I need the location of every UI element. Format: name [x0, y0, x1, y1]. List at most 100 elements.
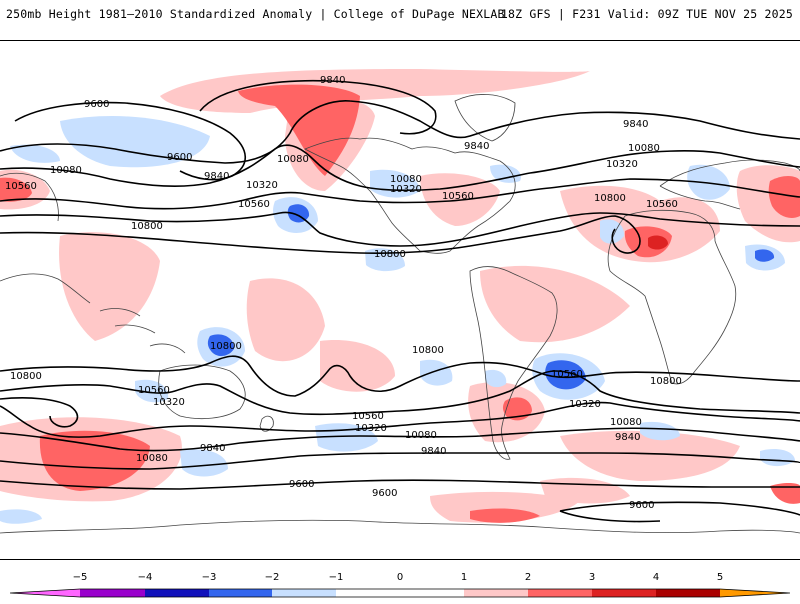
contour-label: 10800 [374, 249, 406, 260]
contour-label: 10560 [5, 181, 37, 192]
anomaly-neg-indian-south [180, 449, 228, 477]
contour-label: 10800 [131, 221, 163, 232]
anomaly-pos-southern-ocean [430, 491, 580, 523]
anomaly-pos-indonesia [59, 232, 160, 341]
colorbar-tick-label: −3 [202, 572, 217, 583]
colorbar-segment [656, 589, 720, 597]
colorbar-tick-label: 5 [717, 572, 723, 583]
coast-asia [0, 172, 91, 304]
colorbar-tick-label: 4 [653, 572, 659, 583]
colorbar-tick-label: −1 [329, 572, 344, 583]
contour-label: 10560 [442, 191, 474, 202]
colorbar-segment [464, 589, 528, 597]
anomaly-pos-arctic [160, 69, 590, 113]
model-run-info: 18Z GFS | F231 Valid: 09Z TUE NOV 25 202… [500, 7, 793, 21]
anomaly-neg-south-atlantic-core [545, 360, 586, 390]
anomaly-pos-atlantic [560, 185, 720, 263]
contour-label: 10560 [551, 369, 583, 380]
contour-label: 10080 [277, 154, 309, 165]
contour-10560-south [0, 370, 800, 416]
height-contour-layer [0, 79, 800, 523]
contour-label: 10800 [210, 341, 242, 352]
contour-9600-antarctic [559, 501, 800, 523]
contour-label: 10320 [606, 159, 638, 170]
anomaly-pos-antarctic-edge [470, 508, 540, 523]
contour-label: 10560 [138, 385, 170, 396]
contour-label: 10080 [628, 143, 660, 154]
contour-label: 10800 [650, 376, 682, 387]
contour-10320-south [0, 397, 800, 438]
contour-label: 10080 [405, 430, 437, 441]
colorbar-segment [272, 589, 336, 597]
anomaly-neg-antarctic [0, 509, 42, 524]
anomaly-neg-far-southeast [760, 449, 795, 467]
contour-label: 9600 [372, 488, 397, 499]
contour-label: 10320 [246, 180, 278, 191]
contour-label: 9600 [167, 152, 192, 163]
contour-9840-arctic-loop [199, 79, 437, 135]
contour-label: 10560 [646, 199, 678, 210]
anomaly-neg-atlantic [600, 219, 625, 244]
coast-greenland [454, 94, 516, 142]
colorbar-tick-label: −4 [138, 572, 153, 583]
colorbar-tick-label: 2 [525, 572, 531, 583]
contour-label: 10560 [238, 199, 270, 210]
colorbar-tick-label: −2 [265, 572, 280, 583]
anomaly-neg-australia-core [207, 334, 235, 357]
anomaly-neg-tasman [135, 379, 169, 403]
colorbar-tick-labels: −5 −4 −3 −2 −1 0 1 2 3 4 5 [73, 572, 724, 583]
colorbar-segment [209, 589, 272, 597]
contour-label: 10320 [390, 184, 422, 195]
contour-10080-north [0, 144, 800, 192]
contour-label-layer: 9840 9600 9600 10080 10080 9840 10320 10… [5, 75, 682, 511]
map-title: 250mb Height 1981–2010 Standardized Anom… [6, 7, 505, 21]
contour-10080-south [0, 427, 800, 452]
colorbar-segment [336, 589, 464, 597]
colorbar-tick-label: 0 [397, 572, 403, 583]
contour-label: 9840 [623, 119, 648, 130]
anomaly-pos-argentina-core [502, 397, 532, 421]
anomaly-pos-europe-core [768, 176, 800, 218]
colorbar-arrow-left [10, 589, 80, 597]
anomaly-neg-bering [60, 116, 210, 168]
coast-north-america [304, 137, 516, 254]
contour-10800-south [0, 355, 800, 397]
contour-label: 10320 [153, 397, 185, 408]
contour-label: 9600 [84, 99, 109, 110]
contour-9840-north [0, 100, 800, 164]
coast-africa [607, 209, 737, 385]
anomaly-pos-south-america [480, 265, 630, 343]
colorbar-segment [145, 589, 209, 597]
contour-10560-north [0, 211, 800, 247]
anomaly-pos-south-atlantic [560, 430, 740, 481]
anomaly-fill-layer [0, 69, 800, 524]
colorbar-segment [592, 589, 656, 597]
colorbar-segment [528, 589, 592, 597]
anomaly-pos-west-pacific-core [0, 177, 32, 202]
coast-antarctica [0, 519, 800, 534]
contour-label: 10320 [569, 399, 601, 410]
contour-label: 9840 [320, 75, 345, 86]
contour-label: 9840 [421, 446, 446, 457]
contour-9600-south [0, 479, 800, 490]
coast-australia [158, 364, 246, 420]
contour-label: 10080 [136, 453, 168, 464]
contour-label: 10800 [10, 371, 42, 382]
anomaly-neg-sib [10, 144, 60, 163]
contour-label: 10560 [352, 411, 384, 422]
anomaly-pos-indian-ocean-core [39, 430, 150, 491]
coast-south-america [469, 266, 558, 460]
colorbar-outline [9, 588, 791, 598]
anomaly-neg-canada [490, 164, 521, 183]
contour-label: 9600 [289, 479, 314, 490]
colorbar-tick-label: 3 [589, 572, 595, 583]
contour-label: 9840 [200, 443, 225, 454]
anomaly-pos-africa-max [648, 235, 668, 250]
anomaly-neg-south-pacific [420, 359, 453, 386]
anomaly-pos-south-pacific [320, 340, 395, 392]
contour-9840-south [0, 452, 800, 470]
contour-label: 9840 [204, 171, 229, 182]
contour-label: 9840 [615, 432, 640, 443]
colorbar-tick-label: 1 [461, 572, 467, 583]
anomaly-map[interactable]: 9840 9600 9600 10080 10080 9840 10320 10… [0, 40, 800, 560]
